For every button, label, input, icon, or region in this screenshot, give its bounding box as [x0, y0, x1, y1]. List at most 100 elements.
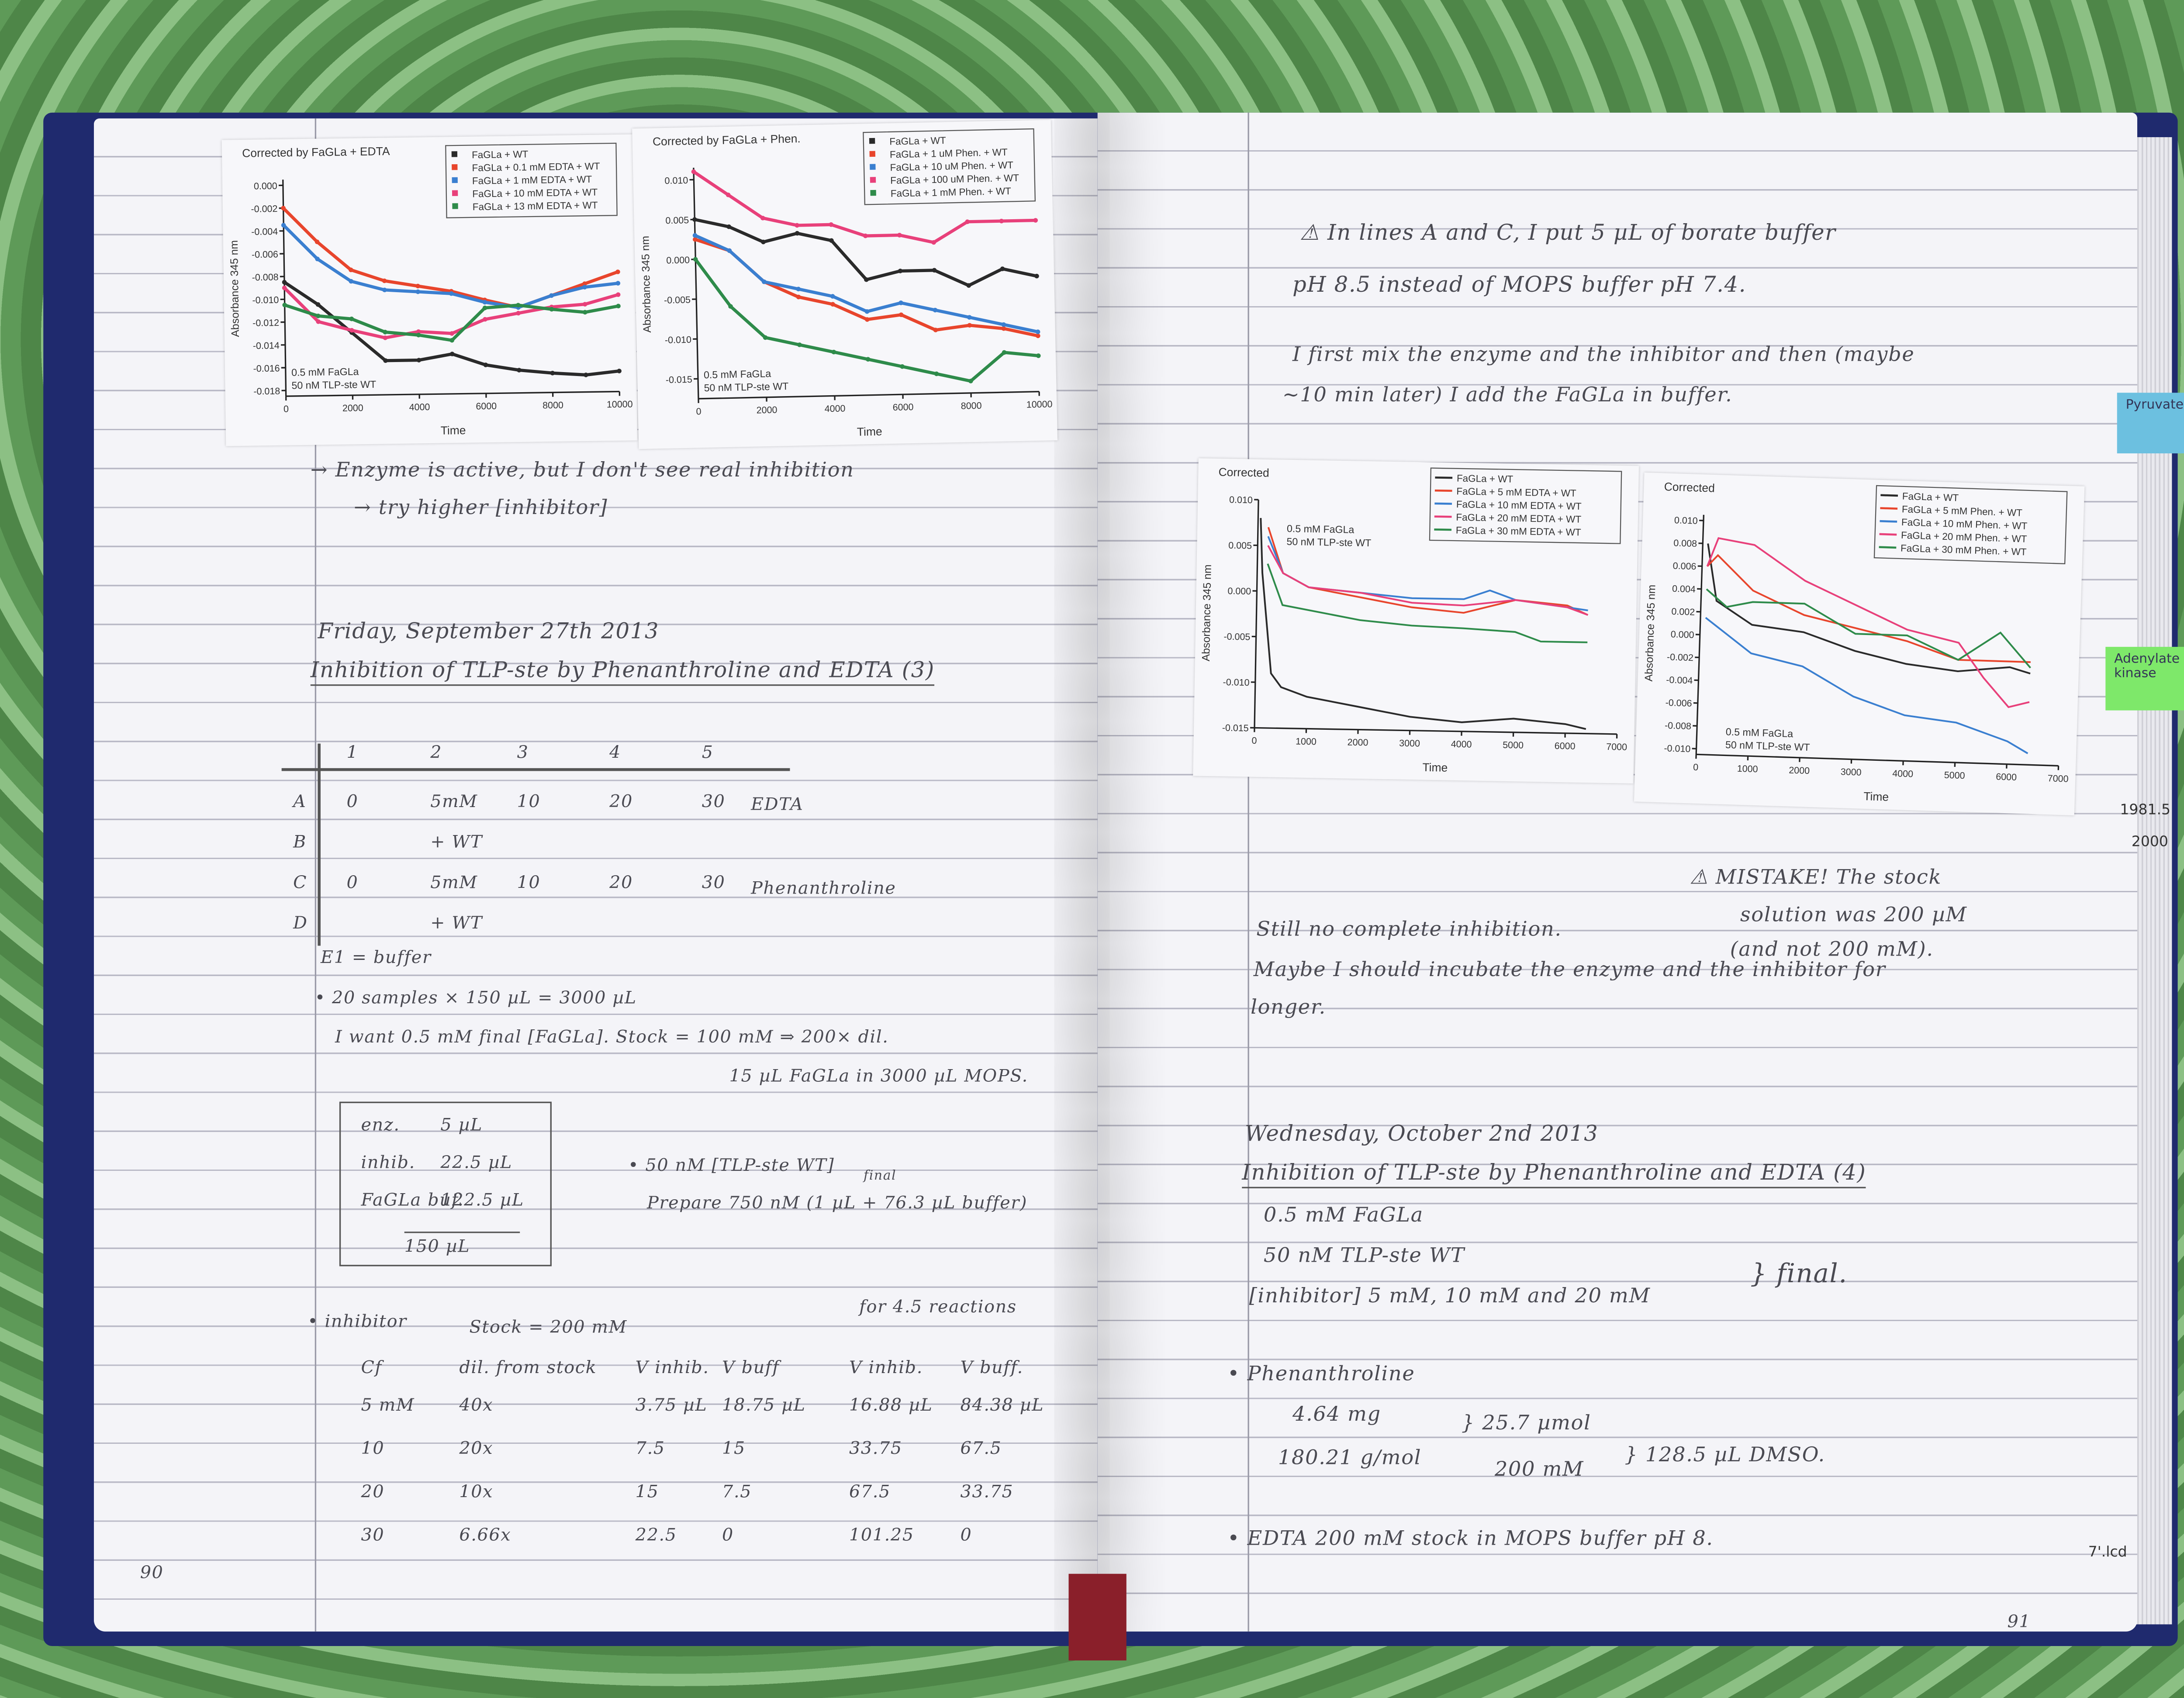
- y-tick-label: -0.004: [251, 226, 278, 237]
- data-point: [349, 267, 353, 273]
- plate-cell: 20: [609, 872, 633, 893]
- legend-marker: [869, 138, 875, 144]
- mix-item-value: 22.5 µL: [440, 1152, 513, 1173]
- legend-entry: FaGLa + 10 mM EDTA + WT: [472, 187, 598, 200]
- chart-annotation: 50 nM TLP-ste WT: [1286, 536, 1371, 549]
- phen-mass: 4.64 mg: [1292, 1403, 1381, 1427]
- data-point: [416, 332, 421, 338]
- y-tick-label: -0.010: [1223, 677, 1249, 688]
- data-point: [316, 319, 321, 324]
- sticky-note-blue[interactable]: Pyruvate …: [2117, 393, 2184, 454]
- legend-line: [1879, 533, 1897, 536]
- note-tlp-concentration: • 50 nM [TLP-ste WT]: [628, 1155, 835, 1176]
- x-tick-label: 2000: [1347, 737, 1368, 748]
- data-point: [314, 239, 320, 245]
- data-point: [1000, 266, 1005, 271]
- y-tick-label: -0.002: [251, 204, 277, 214]
- y-tick-label: 0.010: [664, 175, 688, 186]
- dilution-cell: 3.75 µL: [635, 1394, 708, 1415]
- note-phenanthroline: • Phenanthroline: [1227, 1363, 1415, 1386]
- data-point: [763, 335, 768, 340]
- sticky-note-green[interactable]: Adenylate kinase: [2105, 647, 2184, 711]
- data-point: [549, 293, 554, 298]
- data-point: [932, 268, 937, 273]
- legend-marker: [870, 177, 876, 183]
- dilution-cell: 20x: [459, 1438, 494, 1459]
- dilution-cell: 67.5: [849, 1481, 891, 1502]
- warning-borate-2: pH 8.5 instead of MOPS buffer pH 7.4.: [1292, 271, 1747, 298]
- data-point: [795, 223, 800, 228]
- chart-svg: Corrected 0.010 0.008 0.006 0.004 0.002 0.000 -…: [1643, 480, 2069, 804]
- x-tick-label: 2000: [342, 403, 363, 414]
- dilution-header: dil. from stock: [459, 1357, 597, 1378]
- legend-entry: FaGLa + 20 mM EDTA + WT: [1456, 512, 1581, 525]
- plate-column-header: 3: [517, 742, 529, 763]
- data-point: [482, 300, 487, 305]
- dilution-cell: 18.75 µL: [722, 1394, 806, 1415]
- mistake-note-3: (and not 200 mM).: [1730, 938, 1934, 962]
- plate-cell: 30: [702, 872, 726, 893]
- plate-row-label: B: [293, 832, 307, 852]
- mix-item-value: 5 µL: [440, 1115, 483, 1135]
- data-point: [383, 330, 388, 335]
- note-still-no-inhibition: Still no complete inhibition.: [1256, 918, 1562, 942]
- note-stock: Stock = 200 mM: [469, 1317, 627, 1337]
- legend-marker: [869, 151, 875, 157]
- data-point: [449, 352, 455, 356]
- entry-title: Inhibition of TLP-ste by Phenanthroline …: [310, 657, 935, 686]
- data-point: [726, 192, 731, 197]
- mix-item-label: inhib.: [361, 1152, 415, 1173]
- data-point: [349, 279, 354, 284]
- plate-row-label: A: [293, 791, 307, 812]
- x-tick-label: 8000: [543, 400, 563, 411]
- x-axis-label: Time: [857, 425, 882, 438]
- legend-entry: FaGLa + WT: [472, 148, 529, 160]
- legend-entry: FaGLa + WT: [1902, 491, 1959, 504]
- y-axis-label: Absorbance 345 nm: [1200, 564, 1214, 661]
- data-point: [1001, 322, 1006, 327]
- y-tick-label: -0.005: [664, 295, 691, 306]
- legend-entry: FaGLa + 10 uM Phen. + WT: [890, 159, 1013, 173]
- chart-title: Corrected by FaGLa + EDTA: [242, 145, 390, 160]
- x-tick-label: 4000: [824, 403, 845, 414]
- data-point: [582, 302, 587, 307]
- data-point: [483, 362, 488, 367]
- note-fagla-volume: 15 µL FaGLa in 3000 µL MOPS.: [729, 1065, 1028, 1086]
- y-tick-label: 0.000: [254, 181, 277, 192]
- legend-line: [1434, 528, 1452, 531]
- legend-marker: [870, 164, 876, 170]
- data-point: [693, 257, 698, 262]
- data-point: [865, 357, 871, 362]
- x-tick-label: 10000: [607, 399, 633, 410]
- dilution-cell: 15: [722, 1438, 746, 1459]
- dilution-cell: 16.88 µL: [849, 1394, 933, 1415]
- series-line: [1705, 617, 2028, 754]
- y-tick-label: 0.010: [1674, 515, 1698, 526]
- x-tick-label: 3000: [1399, 738, 1420, 749]
- data-point: [967, 323, 972, 328]
- y-tick-label: -0.014: [253, 340, 280, 351]
- chart-svg: Corrected 0.010 0.005 0.000 -0.005 -0.010 -0.0…: [1200, 466, 1627, 774]
- x-tick-label: 3000: [1840, 766, 1862, 777]
- legend-box: [1429, 467, 1622, 544]
- dilution-cell: 10x: [459, 1481, 494, 1502]
- dilution-cell: 40x: [459, 1394, 494, 1415]
- dilution-cell: 67.5: [960, 1438, 1002, 1459]
- data-point: [1035, 329, 1040, 335]
- data-point: [796, 294, 801, 300]
- bookmark-ribbon: [1068, 1574, 1127, 1661]
- dilution-cell: 30: [361, 1525, 385, 1545]
- dilution-cell: 0: [722, 1525, 734, 1545]
- phen-concentration: 200 mM: [1494, 1458, 1584, 1482]
- margin-line: [314, 118, 317, 1632]
- dilution-cell: 7.5: [722, 1481, 752, 1502]
- mix-item-value: 122.5 µL: [440, 1190, 524, 1210]
- entry-date-2: Wednesday, October 2nd 2013: [1244, 1120, 1599, 1147]
- plate-cell: 0: [346, 872, 359, 893]
- x-axis: [1254, 727, 1617, 735]
- dilution-cell: 10: [361, 1438, 385, 1459]
- x-tick-label: 5000: [1503, 740, 1524, 751]
- y-tick-label: -0.012: [252, 318, 279, 328]
- series-line: [1707, 543, 2031, 675]
